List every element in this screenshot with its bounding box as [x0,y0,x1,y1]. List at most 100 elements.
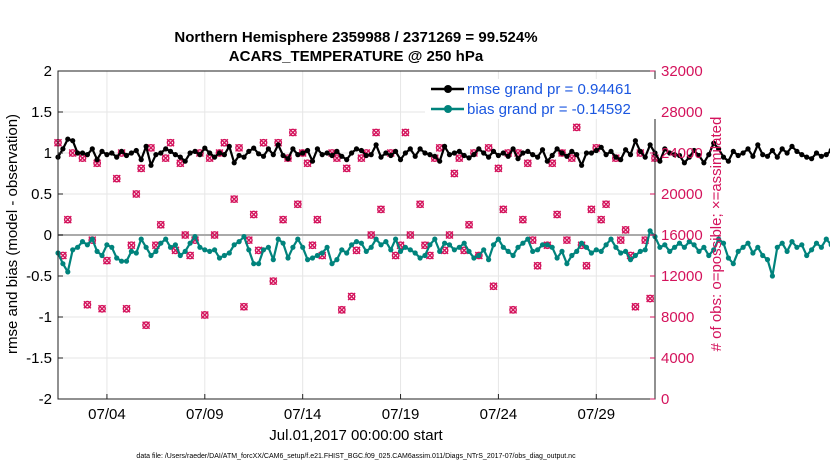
rmse-point [329,152,335,159]
obs-assimilated-marker [254,246,263,255]
obs-assimilated-marker [210,231,219,239]
rmse-point [613,154,619,160]
rmse-point [481,150,487,156]
bias-point [314,252,320,259]
rmse-point [598,144,604,150]
obs-assimilated-marker [186,251,195,260]
bias-point [672,244,678,250]
obs-count-marker [494,164,503,173]
bias-point [613,244,619,250]
bias-point [598,248,604,254]
bias-point [275,236,281,242]
legend-box [425,79,657,119]
obs-assimilated-marker [499,205,508,214]
bias-point [60,261,66,267]
bias-point [158,240,164,246]
obs-possible-marker [484,143,493,152]
rmse-point [383,150,389,156]
obs-assimilated-marker [450,169,459,178]
rmse-point [774,154,780,160]
x-tick-label: 07/09 [186,406,224,423]
bias-point [172,242,178,248]
rmse-point [603,152,609,158]
rmse-point [167,148,174,154]
obs-possible-marker [200,311,209,319]
obs-count-marker [455,154,464,163]
rmse-point [701,160,707,166]
bias-point [344,250,350,256]
rmse-point [270,152,276,158]
bias-point [216,255,223,261]
rmse-point [544,158,550,164]
bias-point [309,255,316,261]
rmse-point [745,146,751,152]
obs-possible-marker [63,215,72,224]
rmse-point [505,153,511,159]
obs-count-marker [230,195,239,204]
bias-point [163,236,169,242]
rmse-point [740,150,746,156]
rmse-point [202,145,208,151]
bias-point [583,244,590,250]
bias-point [246,247,252,253]
obs-count-marker [582,261,591,270]
bias-point [324,244,330,250]
obs-count-marker [587,205,596,214]
y-tick-label-right: 32000 [661,63,703,80]
bias-point [799,242,805,248]
bias-point [505,248,511,254]
y-axis-label-right: # of obs: o=possible; ×=assimilated [708,117,725,352]
x-tick-label: 07/29 [578,406,616,423]
obs-assimilated-marker [597,215,606,224]
rmse-point [163,146,169,152]
bias-point [412,250,418,256]
obs-count-marker [406,231,415,239]
rmse-point [818,153,825,159]
bias-point [461,240,467,246]
rmse-point [667,150,673,156]
obs-assimilated-marker [352,246,361,255]
rmse-point [265,146,271,152]
obs-count-marker [63,215,72,224]
rmse-point [539,147,546,153]
obs-assimilated-marker [582,261,591,270]
obs-count-marker [352,246,361,255]
bias-point [745,240,751,246]
rmse-point [241,154,247,160]
rmse-point [750,153,756,159]
bias-point [686,239,692,245]
bias-point [588,250,595,256]
obs-possible-marker [347,292,356,301]
bias-point [407,247,413,253]
rmse-point [314,146,320,152]
obs-possible-marker [523,159,532,168]
obs-possible-marker [112,174,121,183]
obs-count-marker [142,321,151,330]
bias-point [226,250,232,256]
bias-point [290,244,296,250]
obs-count-marker [499,205,508,214]
obs-assimilated-marker [269,277,278,286]
rmse-point [427,152,433,158]
rmse-point [207,150,213,156]
rmse-point [437,158,443,164]
obs-assimilated-marker [303,159,312,168]
rmse-point [730,148,736,154]
obs-assimilated-marker [279,215,288,224]
bias-point [813,240,820,246]
obs-count-marker [269,277,278,286]
bias-point [427,242,433,248]
rmse-point [706,152,712,158]
bias-point [148,252,154,259]
bias-point [388,247,394,253]
obs-assimilated-marker [572,123,581,132]
bias-point [515,244,521,250]
rmse-point [309,158,316,164]
rmse-point [535,154,541,160]
rmse-point [378,154,384,160]
rmse-point [804,154,810,160]
obs-possible-marker [533,261,542,270]
obs-possible-marker [563,236,571,245]
obs-count-marker [347,292,356,301]
